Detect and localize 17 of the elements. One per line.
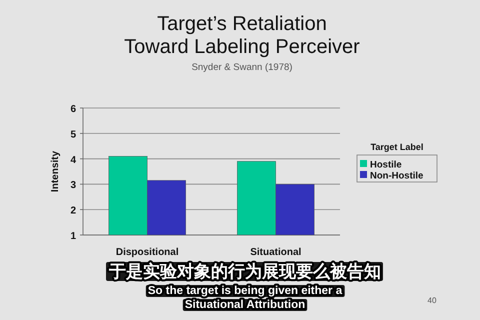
text: So the target is being given either a Situational Attribution: [148, 285, 343, 311]
x-tick-label: Dispositional: [116, 247, 179, 258]
legend-label: Non-Hostile: [370, 170, 424, 182]
y-tick-label: 3: [70, 180, 76, 192]
chart-title: Target’s Retaliation Toward Labeling Perceiver: [124, 13, 360, 58]
y-tick-label: 6: [70, 104, 76, 115]
text: 40: [428, 296, 437, 305]
chart-subtitle: Snyder & Swann (1978): [192, 62, 292, 73]
y-tick-label: 2: [70, 206, 76, 217]
text: 于是实验对象的行为展现要么被告知: [108, 262, 381, 281]
y-tick-label: 5: [70, 129, 76, 140]
y-axis-title: Intensity: [50, 150, 61, 192]
legend-label: Hostile: [370, 160, 402, 170]
legend-title: Target Label: [370, 142, 424, 152]
y-tick-label: 4: [70, 154, 76, 166]
y-tick-label: 1: [70, 231, 76, 242]
x-tick-label: Situational: [250, 247, 302, 258]
